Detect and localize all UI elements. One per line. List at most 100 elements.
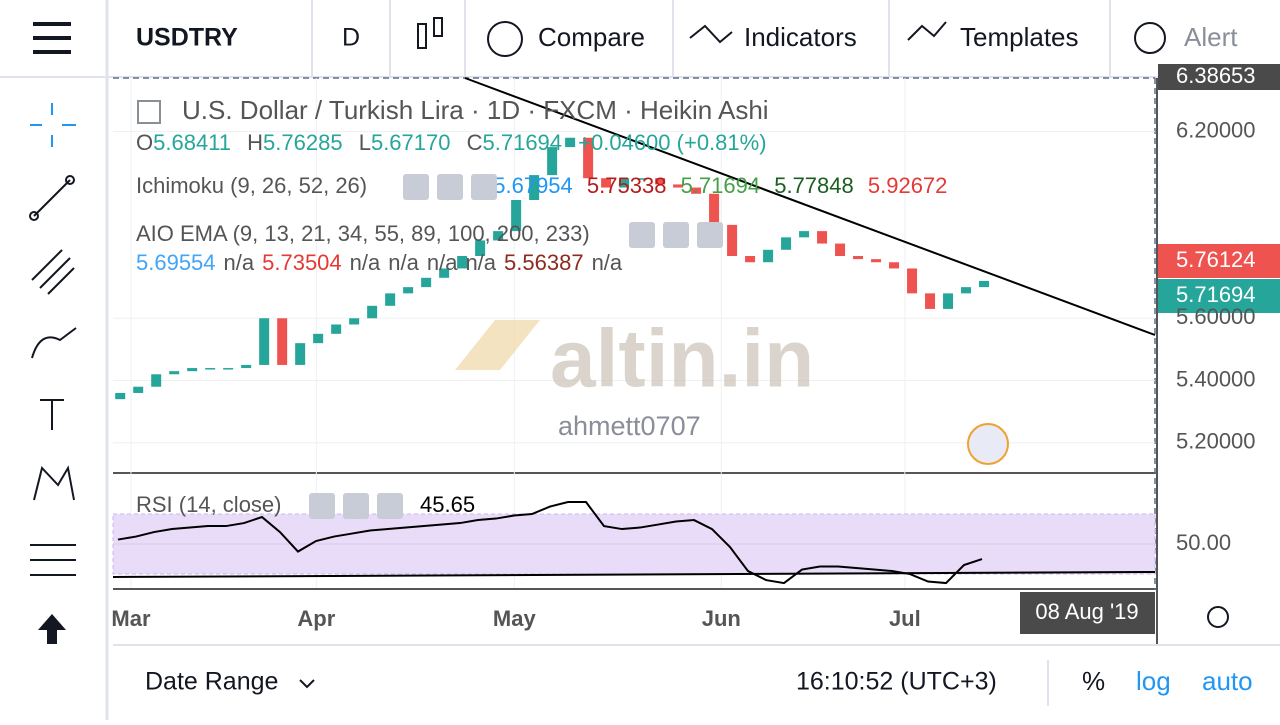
price-badge [1158, 244, 1280, 278]
candle-body [763, 249, 774, 263]
indicator-name: Ichimoku (9, 26, 52, 26) [136, 173, 367, 198]
candle-body [907, 268, 918, 294]
settings-button[interactable] [1207, 606, 1229, 628]
rsi-value: 45.65 [420, 492, 475, 517]
templates-icon[interactable] [907, 21, 947, 41]
scroll-up[interactable] [38, 614, 66, 644]
candle-body [151, 374, 162, 387]
ohlc-label: C [467, 130, 483, 155]
symbol[interactable]: USDTRY [136, 24, 238, 52]
y-tick-label: 5.60000 [1176, 304, 1256, 329]
trendline [464, 77, 1156, 336]
candle-body [295, 343, 306, 365]
toolbar-separators [311, 0, 1111, 76]
y-tick-label: 6.20000 [1176, 117, 1256, 142]
candle-body [799, 231, 810, 238]
x-tick-label: Apr [297, 606, 335, 631]
indicator-value: 5.71694 [681, 173, 761, 198]
indicator-value: n/a [465, 250, 496, 275]
candle-body [583, 137, 594, 179]
x-tick-label: Jun [702, 606, 741, 631]
high-price: 6.38653 [1176, 63, 1256, 88]
ohlc-value: 5.71694 [483, 130, 563, 155]
auto-toggle[interactable]: auto [1202, 666, 1253, 696]
ohlc-label: O [136, 130, 153, 155]
candle-body [673, 184, 684, 188]
candle-body [403, 287, 414, 294]
ichimoku-row: Ichimoku (9, 26, 52, 26) 5.67954 5.75338… [136, 173, 947, 198]
candle-body [817, 231, 828, 244]
left-toolbar [0, 0, 105, 720]
watermark-logo [455, 320, 540, 370]
candle-body [853, 256, 864, 260]
percent-toggle[interactable]: % [1082, 666, 1105, 696]
ichimoku-price: 5.76124 [1176, 247, 1256, 272]
candle-body [925, 293, 936, 309]
legend-title: U.S. Dollar / Turkish Lira · 1D · FXCM ·… [182, 95, 769, 125]
watermark: altin.in [550, 314, 814, 405]
trendline [112, 571, 1156, 578]
candle-body [871, 259, 882, 263]
price-badge [1158, 279, 1280, 313]
candle-body [565, 137, 576, 148]
alert-icon[interactable] [1134, 22, 1166, 54]
candle-body [475, 240, 486, 257]
candle-body [223, 368, 234, 370]
x-tick-label: May [493, 606, 537, 631]
candle-body [277, 318, 288, 365]
candle-body [619, 178, 630, 188]
candle-body [709, 193, 720, 225]
indicator-value: 5.75338 [587, 173, 667, 198]
templates-button[interactable]: Templates [960, 22, 1079, 52]
rsi-line [117, 501, 983, 585]
candle-body [961, 287, 972, 294]
indicators-button[interactable]: Indicators [744, 22, 857, 52]
y-tick-label: 5.40000 [1176, 366, 1256, 391]
author: ahmett0707 [558, 411, 701, 441]
candle-body [313, 333, 324, 344]
candle-body [511, 199, 522, 232]
x-tick-label: Jul [889, 606, 921, 631]
chart-style-icon[interactable] [417, 17, 443, 49]
clock: 16:10:52 (UTC+3) [796, 668, 997, 696]
candle-body [601, 178, 612, 188]
candle-body [691, 187, 702, 194]
indicator-value: 5.69554 [136, 250, 216, 275]
log-toggle[interactable]: log [1136, 666, 1171, 696]
ohlc-value: 5.68411 [153, 130, 231, 155]
indicators-icon[interactable] [689, 24, 733, 44]
indicator-value: n/a [224, 250, 255, 275]
y-tick-label: 5.20000 [1176, 429, 1256, 454]
y-tick-label: 50.00 [1176, 530, 1231, 555]
indicator-name: AIO EMA (9, 13, 21, 34, 55, 89, 100, 200… [136, 221, 590, 246]
candle-body [529, 175, 540, 200]
candle-body [133, 386, 144, 393]
event-flag[interactable] [967, 423, 1009, 465]
interval[interactable]: D [342, 24, 360, 52]
candle-body [421, 277, 432, 288]
collapse-legend[interactable] [137, 100, 161, 124]
indicator-value: 5.56387 [504, 250, 584, 275]
compare-icon[interactable] [487, 21, 523, 57]
candle-body [349, 318, 360, 325]
candle-body [259, 318, 270, 365]
alert-button[interactable]: Alert [1184, 22, 1238, 52]
indicator-controls[interactable] [309, 174, 723, 519]
candle-body [835, 243, 846, 257]
crosshair-tool[interactable] [30, 103, 76, 147]
candle-body [241, 364, 252, 369]
indicator-value: 5.92672 [868, 173, 948, 198]
crosshair-date: 08 Aug '19 [1035, 599, 1138, 624]
dropdown-icon [299, 679, 315, 689]
menu-button[interactable] [33, 22, 71, 54]
date-range-button[interactable]: Date Range [145, 668, 278, 696]
ohlc-row: O5.68411 H5.76285 L5.67170 C5.71694 +0.0… [136, 130, 767, 155]
compare-button[interactable]: Compare [538, 22, 645, 52]
plot-area [112, 78, 1156, 588]
candle-body [637, 178, 648, 180]
drawing-tools[interactable] [29, 175, 77, 576]
ema-row: 5.69554 n/a 5.73504 n/a n/a n/a n/a 5.56387 n/a [136, 250, 623, 275]
candle-body [655, 178, 666, 185]
